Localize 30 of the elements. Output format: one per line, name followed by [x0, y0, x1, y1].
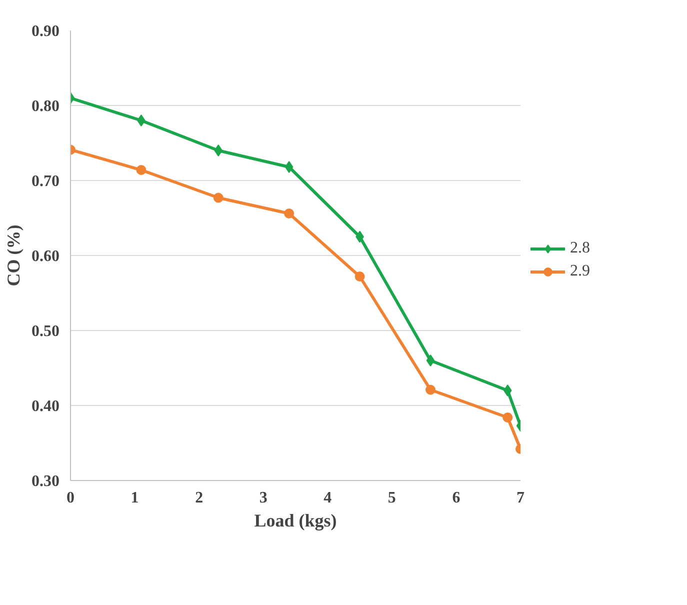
x-tick-label: 5	[388, 490, 396, 506]
x-axis-title: Load (kgs)	[254, 510, 337, 530]
x-tick-label: 1	[130, 490, 139, 506]
y-axis-title: CO (%)	[4, 224, 24, 286]
x-tick-label: 0	[66, 490, 74, 506]
point	[503, 384, 512, 396]
point	[214, 144, 223, 156]
point	[284, 161, 294, 173]
x-tick-label: 6	[452, 490, 460, 506]
y-tick-label: 0.80	[32, 98, 60, 115]
y-tick-label: 0.90	[32, 23, 60, 40]
point	[502, 412, 513, 422]
x-tick-label: 4	[324, 490, 332, 506]
y-tick-label: 0.50	[32, 323, 60, 340]
y-tick-label: 0.70	[32, 173, 60, 190]
y-tick-label: 0.60	[32, 248, 60, 265]
y-tick-label: 0.30	[32, 473, 60, 490]
point	[426, 354, 435, 366]
x-tick-label: 3	[259, 490, 268, 506]
x-tick-label: 7	[516, 490, 524, 506]
point	[136, 165, 146, 175]
point	[213, 192, 224, 203]
point	[284, 208, 294, 218]
x-tick-label: 2	[195, 490, 204, 506]
legend-label: 2.8	[570, 240, 590, 258]
point	[354, 272, 365, 282]
point	[426, 384, 436, 395]
legend-label: 2.9	[570, 262, 590, 280]
y-tick-label: 0.40	[32, 398, 60, 415]
point	[137, 114, 146, 126]
